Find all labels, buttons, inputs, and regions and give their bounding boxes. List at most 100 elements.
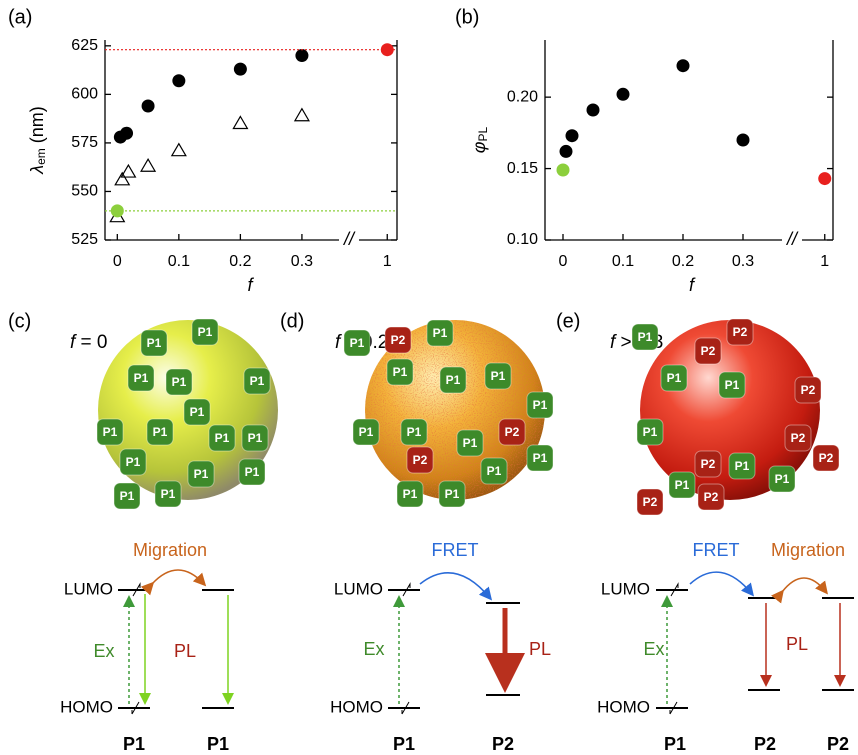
particle-label: P2: [391, 333, 406, 347]
x-tick-label: 0: [559, 253, 568, 270]
point: [617, 88, 630, 101]
transfer-arrow: [690, 572, 752, 594]
particle-label: P1: [172, 375, 187, 389]
particle-label: P2: [801, 383, 816, 397]
y-tick-label: 600: [71, 86, 98, 103]
y-tick-label: 0.20: [507, 88, 538, 105]
y-tick-label: 625: [71, 37, 98, 54]
panel-label: (e): [556, 310, 580, 332]
ex-label: Ex: [93, 641, 114, 661]
particle-label: P1: [463, 436, 478, 450]
particle-label: P1: [245, 465, 260, 479]
point: [172, 74, 185, 87]
triangle-point: [233, 116, 247, 128]
particle-label: P2: [505, 425, 520, 439]
particle-label: P1: [775, 472, 790, 486]
axis-break: //: [785, 229, 799, 249]
y-label-sub: PL: [476, 126, 490, 141]
particle-label: P1: [134, 371, 149, 385]
particle-label: P1: [533, 398, 548, 412]
x-tick-label: 0.2: [229, 253, 251, 270]
particle-label: P1: [491, 369, 506, 383]
x-tick-label: 0.2: [672, 253, 694, 270]
condition: f = 0: [70, 332, 108, 353]
particle-label: P1: [533, 451, 548, 465]
particle-label: P1: [638, 330, 653, 344]
triangle-point: [172, 144, 186, 156]
particle-label: P2: [701, 457, 716, 471]
y-label-unit: (nm): [27, 106, 47, 148]
x-tick-label: 0.3: [291, 253, 313, 270]
homo-label: HOMO: [60, 697, 113, 716]
panel-label: (a): [8, 6, 32, 28]
particle-label: P1: [667, 371, 682, 385]
point: [677, 59, 690, 72]
y-tick-label: 550: [71, 183, 98, 200]
ex-label: Ex: [363, 639, 384, 659]
molecule-label: P1: [207, 734, 229, 754]
particle-label: P1: [198, 325, 213, 339]
particle-label: P1: [215, 431, 230, 445]
transfer-label: FRET: [432, 540, 479, 560]
particle-label: P2: [701, 344, 716, 358]
point: [560, 145, 573, 158]
particle-label: P1: [103, 425, 118, 439]
particle-label: P1: [194, 467, 209, 481]
x-tick-label: 1: [383, 253, 392, 270]
point: [557, 164, 570, 177]
particle-label: P1: [725, 378, 740, 392]
x-tick-label: 1: [820, 253, 829, 270]
y-tick-label: 525: [71, 231, 98, 248]
pl-label: PL: [786, 634, 808, 654]
particle-label: P1: [161, 487, 176, 501]
panel-label: (c): [8, 310, 31, 332]
figure: (a)//52555057560062500.10.20.31fλem (nm)…: [0, 0, 858, 755]
y-tick-label: 0.10: [507, 231, 538, 248]
transfer-label: Migration: [133, 540, 207, 560]
particle-label: P2: [791, 431, 806, 445]
lumo-label: LUMO: [334, 579, 383, 598]
triangle-point: [141, 159, 155, 171]
point: [142, 100, 155, 113]
point: [737, 134, 750, 147]
molecule-label: P2: [827, 734, 849, 754]
point: [295, 49, 308, 62]
particle-label: P1: [403, 487, 418, 501]
molecule-label: P1: [664, 734, 686, 754]
transfer-label: Migration: [771, 540, 845, 560]
particle-label: P1: [359, 425, 374, 439]
particle-label: P1: [407, 425, 422, 439]
particle-label: P1: [735, 459, 750, 473]
pl-label: PL: [529, 639, 551, 659]
particle-label: P1: [120, 489, 135, 503]
molecule-label: P1: [393, 734, 415, 754]
y-label-symbol: λ: [27, 165, 47, 175]
triangle-point: [295, 109, 309, 121]
pl-label: PL: [174, 641, 196, 661]
particle-label: P1: [675, 478, 690, 492]
point: [566, 129, 579, 142]
particle-label: P1: [190, 405, 205, 419]
particle-label: P1: [433, 326, 448, 340]
transfer-label: FRET: [693, 540, 740, 560]
particle-label: P1: [446, 373, 461, 387]
particle-label: P1: [643, 425, 658, 439]
homo-label: HOMO: [597, 697, 650, 716]
particle-label: P1: [250, 374, 265, 388]
particle-label: P1: [147, 336, 162, 350]
transfer-arrow: [420, 573, 490, 598]
particle-label: P1: [393, 365, 408, 379]
ex-label: Ex: [643, 639, 664, 659]
particle-label: P1: [126, 455, 141, 469]
transfer-arrow: [152, 570, 204, 584]
particle-label: P1: [350, 336, 365, 350]
particle-label: P2: [819, 451, 834, 465]
molecule-label: P2: [492, 734, 514, 754]
particle-label: P2: [733, 325, 748, 339]
x-axis-label: f: [247, 275, 254, 295]
y-axis-label: φPL: [469, 126, 490, 153]
particle-label: P2: [704, 490, 719, 504]
lumo-label: LUMO: [601, 579, 650, 598]
x-tick-label: 0.1: [612, 253, 634, 270]
point: [381, 43, 394, 56]
